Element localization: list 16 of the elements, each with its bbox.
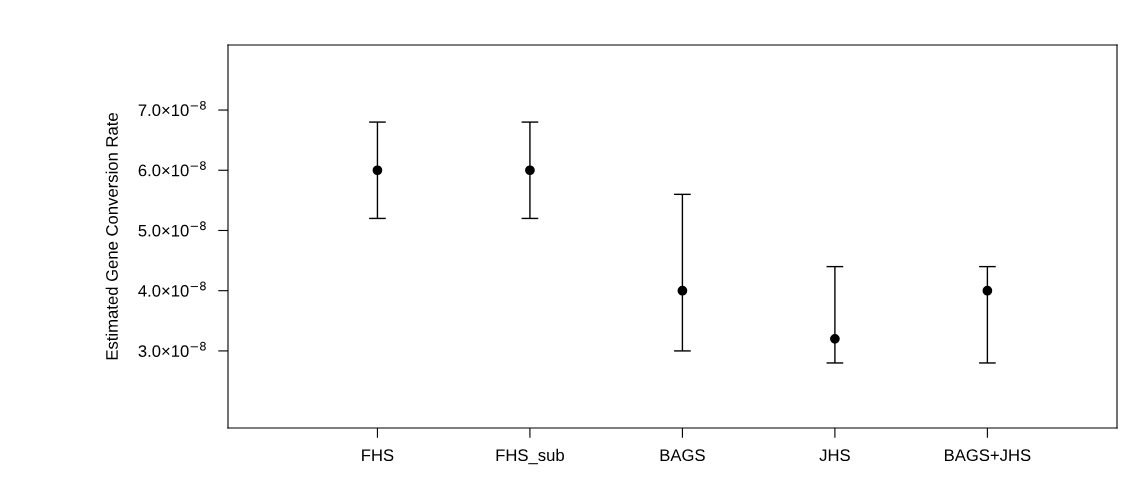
point [525, 165, 535, 176]
point [830, 334, 840, 344]
point [982, 285, 993, 296]
point [372, 165, 383, 176]
x-tick-label: BAGS+JHS [944, 449, 1031, 462]
x-tick-label: JHS [819, 449, 850, 462]
x-tick-label: FHS_sub [496, 448, 564, 465]
y-tick-label: 5.0×10$^{−8}$ [138, 221, 206, 237]
y-tick-label: 6.0×10$^{−8}$ [138, 161, 206, 177]
x-tick-label: FHS [362, 449, 394, 462]
y-axis-title: Estimated Gene Conversion Rate [105, 113, 118, 360]
x-tick-label: BAGS [660, 449, 705, 462]
y-tick-label: 7.0×10$^{−8}$ [138, 100, 206, 117]
point [677, 285, 688, 296]
y-tick-label: 4.0×10$^{−8}$ [138, 281, 206, 297]
y-tick-label: 3.0×10$^{−8}$ [138, 341, 206, 357]
